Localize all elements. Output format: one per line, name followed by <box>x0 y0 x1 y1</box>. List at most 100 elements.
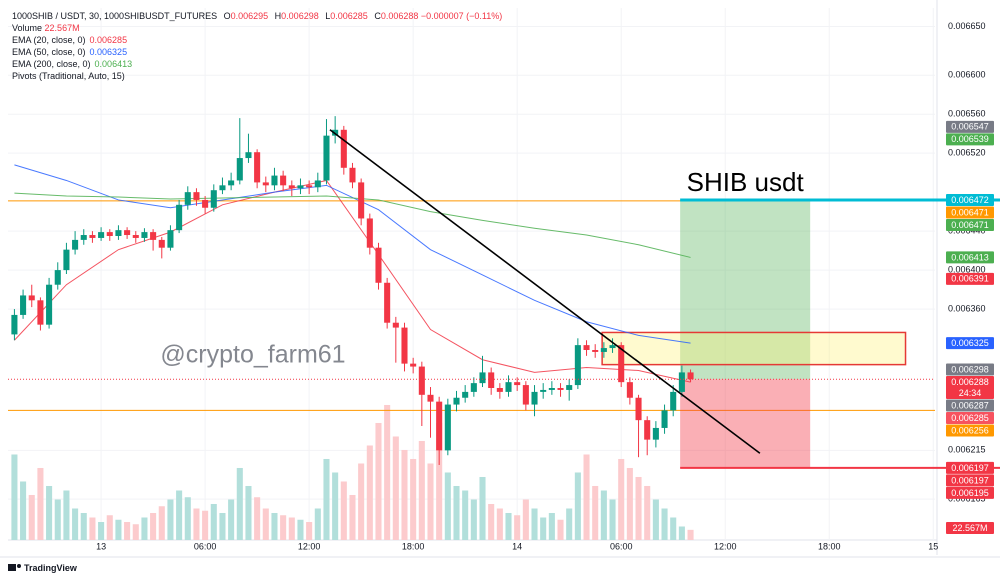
candle-body <box>288 185 295 189</box>
price-badge-label: 0.006256 <box>951 425 989 435</box>
candle-body <box>89 235 96 238</box>
candle-body <box>514 382 521 386</box>
candle-body <box>522 385 529 405</box>
volume-bar <box>254 497 261 540</box>
volume-bar <box>332 472 339 540</box>
volume-bar <box>228 499 235 540</box>
x-tick-label: 13 <box>96 541 106 551</box>
volume-bar <box>583 454 590 540</box>
legend-ema: EMA (20, close, 0) 0.006285 <box>12 34 502 46</box>
candle-body <box>505 382 512 392</box>
candle-body <box>262 182 269 186</box>
candle-body <box>661 410 668 428</box>
candle-body <box>176 204 183 231</box>
ohlc-value: 0.006295 <box>230 11 269 21</box>
price-badge-label: 0.006195 <box>951 488 989 498</box>
candle-body <box>193 192 200 200</box>
price-badge <box>946 133 994 146</box>
candle-body <box>531 391 538 405</box>
x-tick-label: 12:00 <box>298 541 321 551</box>
volume-bar <box>418 440 425 540</box>
candle-body <box>167 230 174 248</box>
candle-body <box>410 363 417 367</box>
volume-bar <box>306 521 313 540</box>
volume-bar <box>297 519 304 540</box>
volume-bar <box>652 499 659 540</box>
brand-icon <box>8 564 16 571</box>
volume-bar <box>271 512 278 540</box>
volume-bar <box>670 517 677 540</box>
volume-bar <box>202 510 209 540</box>
price-badge-label: 0.006288 <box>951 377 989 387</box>
volume-bar <box>626 467 633 540</box>
price-badge-label: 0.006285 <box>951 413 989 423</box>
volume-bar <box>323 458 330 540</box>
volume-bar <box>453 485 460 540</box>
position-label: SHIB usdt <box>687 167 805 197</box>
volume-bar <box>366 445 373 540</box>
candle-body <box>46 284 53 325</box>
candle-body <box>150 232 157 240</box>
price-badge <box>946 486 994 499</box>
x-tick-label: 18:00 <box>818 541 841 551</box>
price-badge <box>946 375 994 399</box>
volume-bar <box>427 463 434 540</box>
candle-body <box>548 388 555 390</box>
candle-body <box>72 239 79 250</box>
volume-bar <box>609 499 616 540</box>
y-tick-label: 0.006215 <box>948 445 986 455</box>
volume-bar <box>288 517 295 540</box>
candle-body <box>245 152 252 159</box>
price-badge <box>946 337 994 350</box>
volume-bar <box>89 517 96 540</box>
price-badge <box>946 461 994 474</box>
volume-bar <box>236 467 243 540</box>
volume-bar <box>618 458 625 540</box>
candle-body <box>184 192 191 205</box>
candle-body <box>349 167 356 183</box>
volume-bar <box>132 524 139 540</box>
volume-bar <box>479 476 486 540</box>
x-tick-label: 18:00 <box>402 541 425 551</box>
candle-body <box>453 397 460 405</box>
volume-bar <box>280 515 287 540</box>
candle-body <box>384 282 391 323</box>
candle-body <box>427 394 434 402</box>
ohlc-key: C <box>374 11 381 21</box>
legend-value: 0.006285 <box>89 35 128 45</box>
price-badge <box>946 251 994 264</box>
volume-bar <box>37 467 44 540</box>
volume-bar <box>635 476 642 540</box>
volume-bar <box>401 449 408 540</box>
volume-bar <box>262 508 269 540</box>
brand-icon <box>17 564 21 568</box>
volume-bar <box>124 521 131 540</box>
candle-body <box>132 235 139 238</box>
watermark: @crypto_farm61 <box>160 341 345 369</box>
volume-bar <box>167 499 174 540</box>
volume-bar <box>470 499 477 540</box>
price-badge <box>946 424 994 437</box>
candle-body <box>687 372 694 380</box>
volume-bar <box>219 512 226 540</box>
volume-bar <box>72 508 79 540</box>
ohlc-key: L <box>325 11 331 21</box>
y-tick-label: 0.006520 <box>948 148 986 158</box>
volume-bar <box>340 481 347 540</box>
price-badge <box>946 399 994 412</box>
volume-bar <box>410 458 417 540</box>
candle-body <box>115 230 122 236</box>
candle-body <box>375 247 382 283</box>
candle-body <box>678 372 685 392</box>
candle-body <box>470 383 477 392</box>
volume-bar <box>176 490 183 540</box>
y-tick-label: 0.006650 <box>948 21 986 31</box>
volume-bar <box>548 512 555 540</box>
candle-body <box>210 190 217 208</box>
price-badge <box>946 206 994 219</box>
volume-badge-label: 22.567M <box>952 523 987 533</box>
legend: 1000SHIB / USDT, 30, 1000SHIBUSDT_FUTURE… <box>12 10 502 82</box>
candle-body <box>557 388 564 390</box>
